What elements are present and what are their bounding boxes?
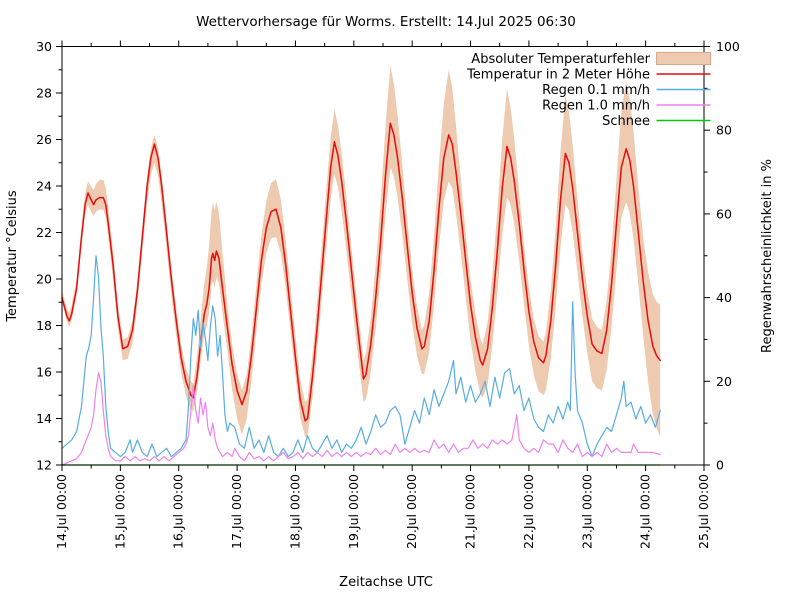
y-tick-label: 18: [36, 318, 52, 333]
y2-tick-label: 20: [716, 374, 732, 389]
y2-tick-label: 80: [716, 123, 732, 138]
y-tick-label: 22: [36, 225, 52, 240]
y-tick-label: 20: [36, 272, 52, 287]
legend-label-absoluter-temperaturfehler: Absoluter Temperaturfehler: [471, 52, 650, 67]
x-tick-label: 15.Jul 00:00: [112, 474, 127, 549]
y2-tick-label: 40: [716, 290, 732, 305]
series-regen-0-1-mm-h: [61, 255, 661, 458]
x-tick-label: 19.Jul 00:00: [346, 474, 361, 549]
y-axis-title-right: Regenwahrscheinlichkeit in %: [760, 159, 775, 353]
series-regen-1-0-mm-h: [61, 372, 661, 466]
x-tick-label: 20.Jul 00:00: [404, 474, 419, 549]
legend-label-schnee: Schnee: [602, 114, 650, 129]
y-tick-label: 14: [36, 411, 52, 426]
x-tick-label: 18.Jul 00:00: [287, 474, 302, 549]
x-tick-label: 23.Jul 00:00: [579, 474, 594, 549]
y-tick-label: 28: [36, 86, 52, 101]
y2-tick-label: 100: [716, 39, 740, 54]
x-tick-label: 25.Jul 00:00: [696, 474, 711, 549]
legend-label-temperatur-in-2-meter-h-he: Temperatur in 2 Meter Höhe: [466, 68, 650, 83]
x-axis-title: Zeitachse UTC: [339, 575, 433, 590]
x-tick-label: 14.Jul 00:00: [54, 474, 69, 549]
x-tick-label: 16.Jul 00:00: [171, 474, 186, 549]
y-tick-label: 12: [36, 458, 52, 473]
y-axis-title-left: Temperatur °Celsius: [5, 190, 20, 323]
x-tick-label: 24.Jul 00:00: [638, 474, 653, 549]
legend-label-regen-1-0-mm-h: Regen 1.0 mm/h: [542, 99, 650, 114]
y-tick-label: 24: [36, 179, 52, 194]
plot-area: 14.Jul 00:00 15.Jul 00:00 16.Jul 00:00 17.J…: [36, 39, 740, 549]
x-tick-label: 22.Jul 00:00: [521, 474, 536, 549]
y2-tick-label: 0: [716, 458, 724, 473]
y2-tick-label: 60: [716, 206, 732, 221]
x-tick-label: 17.Jul 00:00: [229, 474, 244, 549]
legend-label-regen-0-1-mm-h: Regen 0.1 mm/h: [542, 83, 650, 98]
chart-title: Wettervorhersage für Worms. Erstellt: 14…: [196, 14, 576, 30]
legend-swatch-absoluter-temperaturfehler: [656, 52, 711, 65]
x-tick-label: 21.Jul 00:00: [463, 474, 478, 549]
y-tick-label: 16: [36, 365, 52, 380]
y-tick-label: 30: [36, 39, 52, 54]
y-tick-label: 26: [36, 132, 52, 147]
series-temperatur-in-2-meter-h-he: [61, 122, 661, 422]
